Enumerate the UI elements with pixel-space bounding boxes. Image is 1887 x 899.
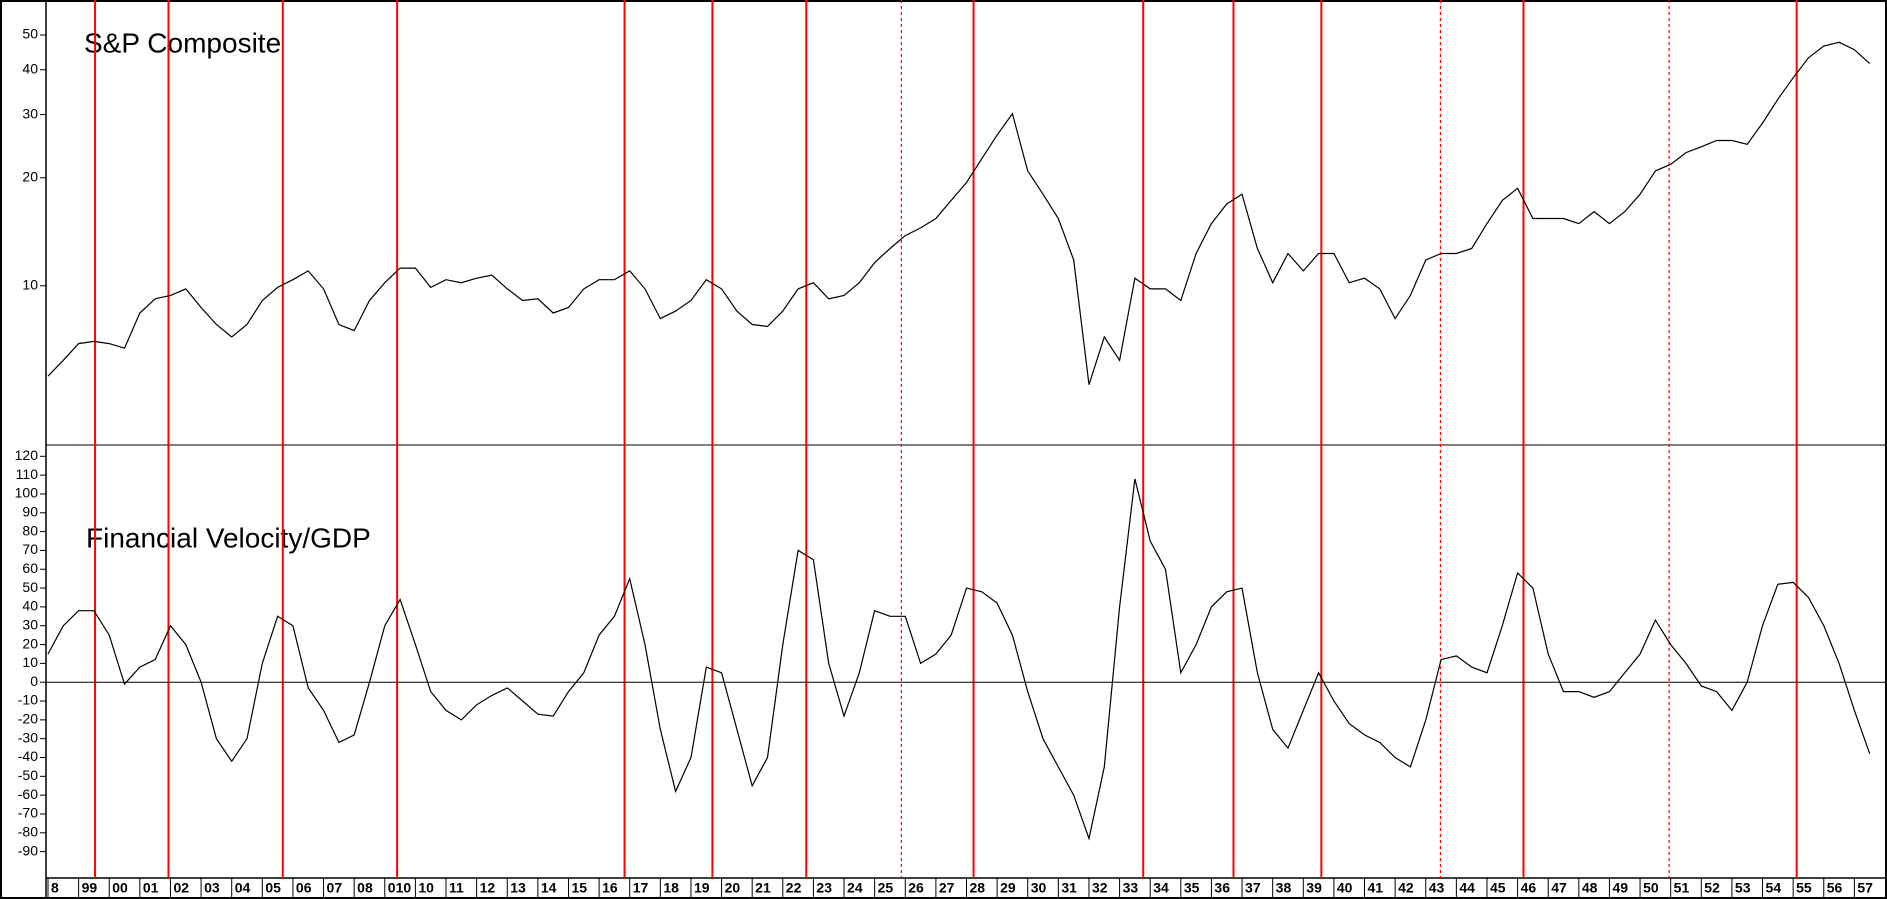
x-tick-label: 30 xyxy=(1031,880,1047,896)
y-tick-label: 20 xyxy=(22,635,38,651)
x-tick-label: 41 xyxy=(1368,880,1384,896)
x-tick-label: 43 xyxy=(1429,880,1445,896)
y-tick-label: 90 xyxy=(22,503,38,519)
x-tick-label: 22 xyxy=(786,880,802,896)
x-tick-label: 19 xyxy=(694,880,710,896)
x-tick-label: 010 xyxy=(388,880,412,896)
x-tick-label: 50 xyxy=(1643,880,1659,896)
x-tick-label: 29 xyxy=(1000,880,1016,896)
x-tick-label: 06 xyxy=(296,880,312,896)
x-tick-label: 8 xyxy=(51,880,59,896)
x-tick-label: 21 xyxy=(755,880,771,896)
x-tick-label: 44 xyxy=(1459,880,1475,896)
y-tick-label: -90 xyxy=(18,842,38,858)
x-tick-label: 27 xyxy=(939,880,955,896)
x-tick-label: 15 xyxy=(571,880,587,896)
y-tick-label: 110 xyxy=(16,466,39,482)
y-tick-label: 20 xyxy=(22,168,38,184)
x-tick-label: 14 xyxy=(541,880,557,896)
y-tick-label: 40 xyxy=(22,598,38,614)
x-tick-label: 07 xyxy=(327,880,343,896)
y-tick-label: 30 xyxy=(22,105,38,121)
y-tick-label: 120 xyxy=(15,447,39,463)
y-tick-label: 30 xyxy=(22,616,38,632)
y-tick-label: -50 xyxy=(18,767,38,783)
chart-title: Financial Velocity/GDP xyxy=(86,522,371,553)
x-tick-label: 23 xyxy=(816,880,832,896)
x-tick-label: 48 xyxy=(1582,880,1598,896)
x-tick-label: 08 xyxy=(357,880,373,896)
x-tick-label: 26 xyxy=(908,880,924,896)
y-tick-label: 80 xyxy=(22,522,38,538)
x-tick-label: 11 xyxy=(449,880,464,896)
y-tick-label: 100 xyxy=(15,485,39,501)
x-tick-label: 52 xyxy=(1704,880,1720,896)
x-tick-label: 03 xyxy=(204,880,220,896)
x-tick-label: 38 xyxy=(1276,880,1292,896)
x-tick-label: 54 xyxy=(1766,880,1782,896)
series-line xyxy=(47,41,1871,385)
x-tick-label: 34 xyxy=(1153,880,1169,896)
x-tick-label: 35 xyxy=(1184,880,1200,896)
x-tick-label: 31 xyxy=(1061,880,1077,896)
y-tick-label: 0 xyxy=(30,673,38,689)
y-tick-label: 70 xyxy=(22,541,38,557)
y-tick-label: -10 xyxy=(18,692,38,708)
x-tick-label: 24 xyxy=(847,880,863,896)
y-tick-label: 50 xyxy=(22,26,38,42)
x-tick-label: 02 xyxy=(173,880,189,896)
chart-title: S&P Composite xyxy=(84,27,281,58)
y-tick-label: 10 xyxy=(22,654,38,670)
y-tick-label: 40 xyxy=(22,60,38,76)
x-tick-label: 13 xyxy=(510,880,526,896)
y-tick-label: 10 xyxy=(22,276,38,292)
x-tick-label: 42 xyxy=(1398,880,1414,896)
x-tick-label: 32 xyxy=(1092,880,1108,896)
x-tick-label: 45 xyxy=(1490,880,1506,896)
x-tick-label: 05 xyxy=(265,880,281,896)
x-tick-label: 46 xyxy=(1521,880,1537,896)
x-tick-label: 56 xyxy=(1827,880,1843,896)
x-tick-label: 40 xyxy=(1337,880,1353,896)
y-tick-label: -60 xyxy=(18,786,38,802)
x-tick-label: 55 xyxy=(1796,880,1812,896)
x-tick-label: 20 xyxy=(725,880,741,896)
y-tick-label: -30 xyxy=(18,729,38,745)
x-tick-label: 00 xyxy=(112,880,128,896)
x-tick-label: 36 xyxy=(1214,880,1230,896)
y-tick-label: -20 xyxy=(18,711,38,727)
x-tick-label: 33 xyxy=(1123,880,1139,896)
x-tick-label: 37 xyxy=(1245,880,1261,896)
x-tick-label: 10 xyxy=(418,880,434,896)
x-tick-label: 17 xyxy=(633,880,649,896)
x-tick-label: 39 xyxy=(1306,880,1322,896)
y-tick-label: -70 xyxy=(18,805,38,821)
x-tick-label: 47 xyxy=(1551,880,1567,896)
series-line xyxy=(47,478,1871,841)
x-tick-label: 18 xyxy=(663,880,679,896)
x-tick-label: 99 xyxy=(82,880,98,896)
x-tick-label: 49 xyxy=(1612,880,1628,896)
y-tick-label: -40 xyxy=(18,748,38,764)
y-tick-label: 60 xyxy=(22,560,38,576)
x-tick-label: 01 xyxy=(143,880,159,896)
x-tick-label: 04 xyxy=(235,880,251,896)
x-tick-label: 57 xyxy=(1857,880,1873,896)
y-tick-label: -80 xyxy=(18,824,38,840)
y-tick-label: 50 xyxy=(22,579,38,595)
x-tick-label: 25 xyxy=(878,880,894,896)
x-tick-label: 51 xyxy=(1674,880,1690,896)
x-tick-label: 16 xyxy=(602,880,618,896)
x-tick-label: 12 xyxy=(480,880,496,896)
x-tick-label: 28 xyxy=(970,880,986,896)
x-tick-label: 53 xyxy=(1735,880,1751,896)
